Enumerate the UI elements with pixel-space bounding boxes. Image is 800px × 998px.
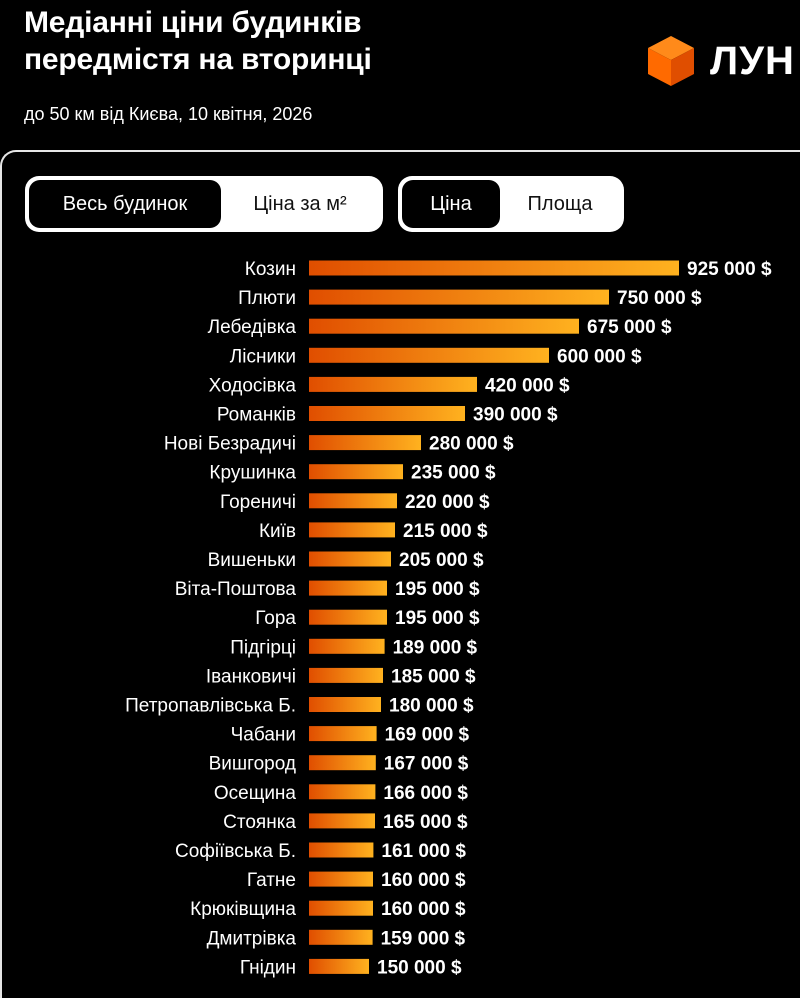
value-label: 390 000 $ xyxy=(473,405,558,426)
category-label: Дмитрівка xyxy=(207,928,297,949)
value-label: 160 000 $ xyxy=(381,899,466,920)
bar xyxy=(309,871,373,887)
category-label: Софіївська Б. xyxy=(175,841,296,862)
bar xyxy=(309,493,397,509)
category-label: Петропавлівська Б. xyxy=(125,696,296,717)
title-line-1: Медіанні ціни будинків xyxy=(24,6,362,39)
value-label: 205 000 $ xyxy=(399,550,484,571)
brand-logo: ЛУН xyxy=(646,34,795,88)
bar xyxy=(309,522,395,538)
bar xyxy=(309,580,387,596)
value-label: 150 000 $ xyxy=(377,957,462,978)
bar xyxy=(309,406,465,421)
category-label: Гатне xyxy=(247,870,296,891)
bar xyxy=(309,289,609,305)
toggle-area[interactable]: Площа xyxy=(527,192,593,215)
category-label: Ходосівка xyxy=(209,375,297,396)
value-label: 195 000 $ xyxy=(395,608,480,629)
value-label: 169 000 $ xyxy=(385,725,470,746)
bar xyxy=(309,726,377,742)
category-label: Вишеньки xyxy=(208,550,296,571)
bar xyxy=(309,813,375,829)
category-label: Чабани xyxy=(231,725,296,746)
bar xyxy=(309,435,421,451)
bar xyxy=(309,900,373,916)
value-label: 420 000 $ xyxy=(485,375,570,396)
category-label: Стоянка xyxy=(223,812,296,833)
bar xyxy=(309,376,477,392)
bar xyxy=(309,958,369,974)
bar xyxy=(309,842,374,858)
category-label: Підгірці xyxy=(230,637,296,658)
bar xyxy=(309,464,403,480)
bar xyxy=(309,609,387,625)
value-label: 166 000 $ xyxy=(383,783,468,804)
bar xyxy=(309,667,383,683)
value-label: 280 000 $ xyxy=(429,434,514,455)
bar xyxy=(309,638,385,654)
category-label: Нові Безрадичі xyxy=(164,434,296,455)
cube-logo-icon xyxy=(648,36,694,86)
category-label: Київ xyxy=(259,521,296,542)
category-label: Крюківщина xyxy=(190,899,296,920)
value-label: 235 000 $ xyxy=(411,463,496,484)
bar xyxy=(309,260,679,276)
bar xyxy=(309,784,376,800)
value-label: 180 000 $ xyxy=(389,696,474,717)
value-label: 185 000 $ xyxy=(391,666,476,687)
category-label: Романків xyxy=(217,405,296,426)
value-label: 925 000 $ xyxy=(687,259,772,280)
category-label: Гореничі xyxy=(220,492,296,513)
title-line-2: передмістя на вторинці xyxy=(24,43,372,76)
toggle-price[interactable]: Ціна xyxy=(402,180,500,228)
value-label: 220 000 $ xyxy=(405,492,490,513)
value-label: 600 000 $ xyxy=(557,346,642,367)
bar xyxy=(309,318,579,334)
toggle-whole-house[interactable]: Весь будинок xyxy=(29,180,221,228)
category-label: Вишгород xyxy=(209,754,296,775)
scope-toggle: Весь будинок Ціна за м² xyxy=(25,176,383,232)
category-label: Гора xyxy=(255,608,296,629)
category-label: Лебедівка xyxy=(208,317,297,338)
bar xyxy=(309,755,376,771)
value-label: 215 000 $ xyxy=(403,521,488,542)
bar xyxy=(309,347,549,363)
value-label: 675 000 $ xyxy=(587,317,672,338)
value-label: 161 000 $ xyxy=(381,841,466,862)
value-label: 159 000 $ xyxy=(381,928,466,949)
value-label: 167 000 $ xyxy=(384,754,469,775)
category-label: Козин xyxy=(245,259,296,280)
toggle-price-per-m2[interactable]: Ціна за м² xyxy=(253,192,347,215)
logo-text: ЛУН xyxy=(710,39,795,83)
page-title: Медіанні ціни будинків передмістя на вто… xyxy=(24,4,584,78)
bar xyxy=(309,697,381,712)
bar xyxy=(309,551,391,567)
value-label: 165 000 $ xyxy=(383,812,468,833)
value-label: 750 000 $ xyxy=(617,288,702,309)
header: Медіанні ціни будинків передмістя на вто… xyxy=(0,0,800,150)
category-label: Крушинка xyxy=(209,463,296,484)
category-label: Гнідин xyxy=(240,957,296,978)
category-label: Іванковичі xyxy=(206,666,296,687)
category-label: Осещина xyxy=(214,783,297,804)
metric-toggle: Ціна Площа xyxy=(398,176,624,232)
value-label: 160 000 $ xyxy=(381,870,466,891)
category-label: Плюти xyxy=(238,288,296,309)
value-label: 195 000 $ xyxy=(395,579,480,600)
value-label: 189 000 $ xyxy=(393,637,478,658)
category-label: Лісники xyxy=(230,346,296,367)
bar xyxy=(309,929,373,945)
subtitle: до 50 км від Києва, 10 квітня, 2026 xyxy=(24,104,313,124)
category-label: Віта-Поштова xyxy=(175,579,297,600)
